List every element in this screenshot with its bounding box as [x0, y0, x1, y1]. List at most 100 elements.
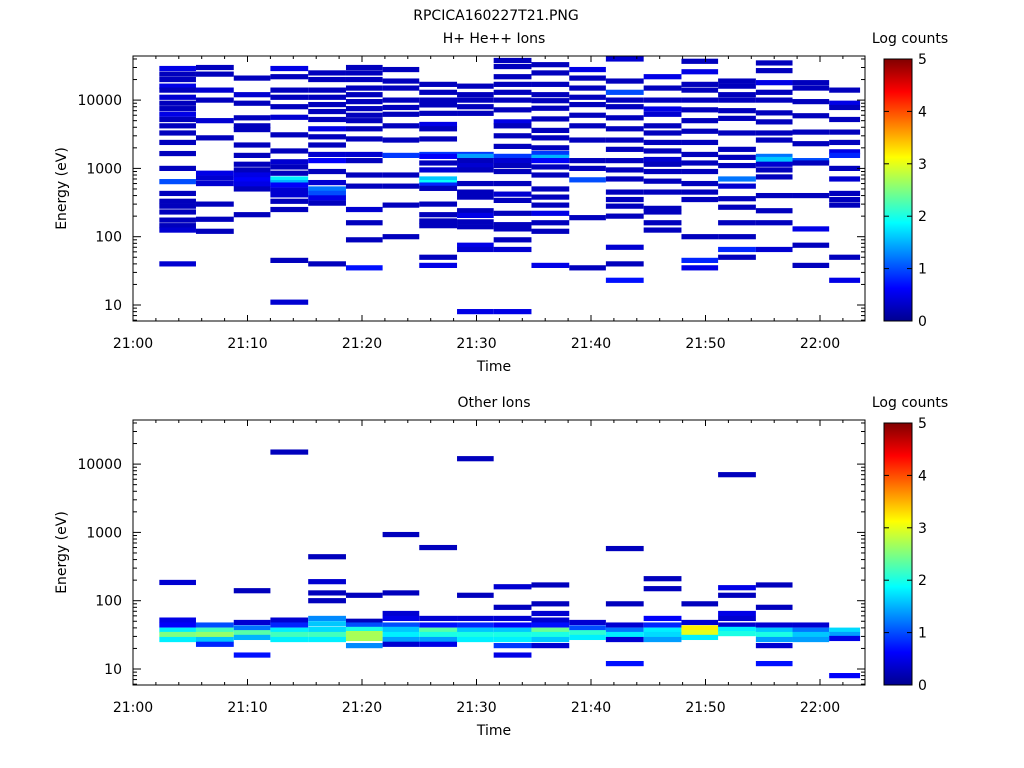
heatmap-cell: [345, 237, 383, 243]
heatmap-cell: [270, 182, 309, 188]
heatmap-cell: [457, 153, 494, 159]
heatmap-cell: [493, 133, 532, 139]
heatmap-cell: [531, 116, 570, 122]
heatmap-cell: [643, 161, 682, 167]
x-tick-label: 22:00: [800, 336, 840, 352]
heatmap-cell: [718, 183, 756, 189]
heatmap-cell: [605, 146, 644, 152]
heatmap-cell: [605, 545, 644, 552]
heatmap-cell: [531, 220, 570, 226]
heatmap-cell: [159, 116, 196, 123]
heatmap-cell: [643, 130, 682, 136]
heatmap-cell: [605, 631, 644, 638]
colorbar-tick-label: 1: [918, 626, 927, 642]
x-axis-label: Time: [476, 723, 511, 739]
heatmap-cell: [569, 215, 606, 221]
heatmap-cell: [792, 141, 830, 147]
heatmap-cell: [569, 158, 606, 164]
heatmap-cell: [531, 172, 570, 178]
heatmap-cell: [829, 673, 861, 679]
heatmap-cell: [419, 182, 458, 188]
heatmap-cell: [531, 617, 570, 623]
colorbar-gradient: [883, 422, 913, 686]
heatmap-cell: [569, 625, 606, 631]
heatmap-cell: [755, 643, 793, 649]
heatmap-cell: [382, 123, 420, 129]
heatmap-cell: [681, 265, 719, 271]
heatmap-cell: [792, 80, 830, 86]
heatmap-cell: [681, 97, 719, 103]
heatmap-cell: [493, 143, 532, 149]
heatmap-cell: [419, 110, 458, 116]
y-tick-label: 1000: [86, 525, 122, 541]
heatmap-cell: [345, 592, 383, 598]
heatmap-cell: [457, 158, 494, 164]
heatmap-cell: [308, 598, 346, 604]
heatmap-cell: [195, 636, 234, 643]
heatmap-cell: [569, 123, 606, 129]
heatmap-cell: [755, 582, 793, 588]
heatmap-cell: [159, 94, 196, 100]
heatmap-cell: [419, 81, 458, 87]
heatmap-cell: [308, 87, 346, 93]
heatmap-cell: [270, 104, 309, 110]
heatmap-cell: [792, 192, 830, 199]
heatmap-cell: [195, 64, 234, 71]
heatmap-cell: [493, 153, 532, 159]
heatmap-cell: [829, 129, 861, 135]
heatmap-cell: [829, 631, 861, 638]
heatmap-cell: [829, 165, 861, 171]
heatmap-cell: [531, 92, 570, 98]
heatmap-cell: [643, 576, 682, 582]
y-tick-label: 10000: [77, 457, 122, 473]
heatmap-cell: [493, 180, 532, 187]
heatmap-cell: [270, 65, 309, 72]
heatmap-cell: [829, 104, 861, 111]
heatmap-cell: [718, 615, 756, 622]
heatmap-cell: [457, 167, 494, 173]
heatmap-cell: [493, 226, 532, 232]
heatmap-cell: [345, 136, 383, 142]
heatmap-cell: [531, 194, 570, 200]
heatmap-cell: [345, 626, 383, 633]
heatmap-cell: [569, 177, 606, 183]
heatmap-cell: [159, 203, 196, 209]
x-tick-label: 21:10: [227, 336, 267, 352]
heatmap-cell: [419, 223, 458, 229]
heatmap-cell: [457, 309, 494, 315]
heatmap-cell: [382, 610, 420, 617]
heatmap-cell: [643, 631, 682, 638]
heatmap-cell: [457, 189, 494, 195]
heatmap-cell: [718, 246, 756, 253]
heatmap-cell: [531, 135, 570, 141]
heatmap-cell: [531, 154, 570, 160]
colorbar-tick-label: 3: [918, 521, 927, 537]
heatmap-cell: [681, 630, 719, 636]
heatmap-cell: [270, 74, 309, 80]
heatmap-cell: [829, 254, 861, 260]
heatmap-cell: [829, 152, 861, 159]
heatmap-cell: [308, 70, 346, 76]
heatmap-cell: [345, 206, 383, 213]
heatmap-cell: [159, 150, 196, 157]
y-tick-label: 10: [104, 298, 122, 314]
heatmap-cell: [308, 168, 346, 175]
heatmap-cell: [345, 92, 383, 98]
heatmap-cell: [382, 631, 420, 638]
heatmap-cell: [233, 161, 271, 167]
heatmap-cell: [493, 652, 532, 658]
heatmap-cell: [270, 449, 309, 455]
heatmap-cell: [755, 130, 793, 136]
heatmap-cell: [493, 74, 532, 80]
heatmap-cell: [569, 165, 606, 171]
heatmap-cell: [718, 204, 756, 210]
heatmap-cell: [457, 162, 494, 169]
heatmap-cell: [681, 196, 719, 203]
heatmap-cell: [605, 104, 644, 110]
heatmap-cell: [308, 626, 346, 633]
heatmap-cell: [308, 590, 346, 596]
heatmap-cell: [643, 205, 682, 211]
heatmap-cell: [718, 196, 756, 202]
heatmap-cell: [159, 100, 196, 106]
x-tick-label: 21:20: [342, 336, 382, 352]
